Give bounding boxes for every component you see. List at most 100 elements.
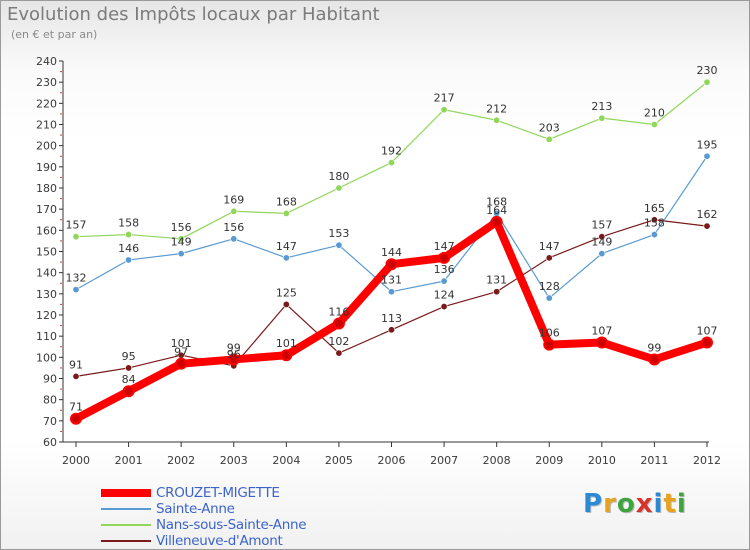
data-point	[280, 349, 293, 362]
data-label: 128	[539, 280, 560, 293]
data-label: 168	[486, 195, 507, 208]
data-point	[490, 215, 503, 228]
data-label: 203	[539, 121, 560, 134]
data-point	[545, 254, 553, 262]
legend-swatch	[101, 540, 151, 542]
data-label: 144	[381, 246, 402, 259]
data-point	[650, 231, 658, 239]
data-label: 132	[66, 272, 87, 285]
data-point	[282, 300, 290, 308]
data-point	[122, 385, 135, 398]
y-tick-label: 120	[36, 309, 57, 322]
data-point	[125, 231, 133, 239]
data-label: 125	[276, 286, 297, 299]
data-point	[545, 294, 553, 302]
legend-label: Villeneuve-d'Amont	[156, 533, 283, 549]
data-point	[227, 353, 240, 366]
logo-letter: o	[616, 489, 636, 519]
data-point	[175, 357, 188, 370]
data-point	[230, 207, 238, 215]
y-tick-label: 210	[36, 119, 57, 132]
data-label: 107	[697, 325, 718, 338]
x-tick-label: 2005	[325, 454, 353, 467]
data-label: 195	[697, 138, 718, 151]
data-label: 192	[381, 145, 402, 158]
y-tick-label: 150	[36, 246, 57, 259]
legend-label: Nans-sous-Sainte-Anne	[156, 517, 307, 533]
y-tick-label: 80	[43, 394, 57, 407]
logo-letter: r	[603, 489, 617, 519]
y-tick-label: 160	[36, 224, 57, 237]
legend-swatch	[101, 508, 151, 510]
x-tick-label: 2011	[640, 454, 668, 467]
data-label: 107	[591, 325, 612, 338]
y-tick-label: 60	[43, 436, 57, 449]
data-point	[598, 233, 606, 241]
data-point	[438, 251, 451, 264]
y-tick-label: 110	[36, 330, 57, 343]
data-point	[72, 286, 80, 294]
data-point	[650, 216, 658, 224]
x-tick-label: 2001	[115, 454, 143, 467]
x-tick-label: 2008	[483, 454, 511, 467]
data-label: 156	[171, 221, 192, 234]
data-label: 213	[591, 100, 612, 113]
data-point	[335, 184, 343, 192]
data-point	[493, 116, 501, 124]
data-point	[387, 159, 395, 167]
data-point	[650, 121, 658, 129]
data-label: 124	[434, 289, 455, 302]
data-point	[335, 241, 343, 249]
data-label: 180	[328, 170, 349, 183]
x-tick-label: 2004	[272, 454, 300, 467]
x-tick-label: 2010	[588, 454, 616, 467]
data-point	[703, 222, 711, 230]
data-label: 131	[486, 274, 507, 287]
data-point	[648, 353, 661, 366]
data-point	[440, 106, 448, 114]
data-point	[598, 250, 606, 258]
data-point	[440, 277, 448, 285]
data-label: 168	[276, 195, 297, 208]
data-point	[177, 235, 185, 243]
data-point	[387, 326, 395, 334]
x-tick-label: 2009	[535, 454, 563, 467]
x-tick-label: 2012	[693, 454, 721, 467]
y-tick-label: 200	[36, 140, 57, 153]
data-point	[230, 235, 238, 243]
data-label: 113	[381, 312, 402, 325]
y-tick-label: 230	[36, 76, 57, 89]
data-label: 153	[328, 227, 349, 240]
data-point	[440, 303, 448, 311]
data-label: 146	[118, 242, 139, 255]
data-point	[70, 412, 82, 425]
y-tick-label: 190	[36, 161, 57, 174]
data-point	[282, 209, 290, 217]
y-tick-label: 100	[36, 351, 57, 364]
x-tick-label: 2003	[220, 454, 248, 467]
x-tick-label: 2002	[167, 454, 195, 467]
data-point	[387, 288, 395, 296]
chart-subtitle: (en € et par an)	[11, 28, 98, 41]
data-label: 210	[644, 107, 665, 120]
data-point	[72, 372, 80, 380]
legend-swatch	[101, 489, 151, 497]
data-label: 156	[223, 221, 244, 234]
data-point	[701, 336, 713, 349]
data-point	[335, 349, 343, 357]
data-label: 84	[122, 373, 136, 386]
data-label: 147	[276, 240, 297, 253]
proxiti-logo: Proxiti	[583, 489, 687, 519]
data-label: 157	[591, 219, 612, 232]
logo-letter: i	[653, 489, 664, 519]
data-label: 217	[434, 92, 455, 105]
data-label: 91	[69, 358, 83, 371]
data-label: 230	[697, 64, 718, 77]
data-label: 158	[118, 217, 139, 230]
data-point	[125, 256, 133, 264]
legend-label: CROUZET-MIGETTE	[156, 485, 280, 501]
data-point	[595, 336, 608, 349]
y-tick-label: 140	[36, 267, 57, 280]
